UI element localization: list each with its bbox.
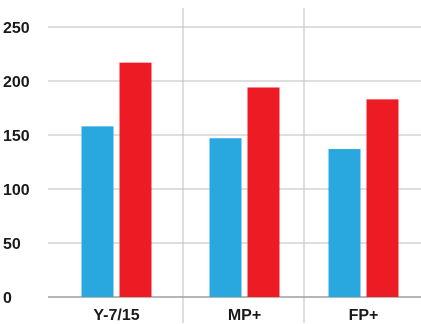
bar-series-1-y-7-15 bbox=[81, 126, 114, 297]
x-tick-label: MP+ bbox=[228, 307, 261, 324]
bar-series-2-fp- bbox=[366, 99, 399, 297]
bar-series-1-fp- bbox=[328, 149, 361, 297]
x-tick-label: FP+ bbox=[349, 307, 379, 324]
y-tick-label: 250 bbox=[3, 20, 30, 37]
y-tick-label: 200 bbox=[3, 74, 30, 91]
y-tick-label: 150 bbox=[3, 128, 30, 145]
y-tick-label: 50 bbox=[3, 236, 21, 253]
bar-series-2-mp- bbox=[247, 87, 280, 297]
y-tick-label: 100 bbox=[3, 182, 30, 199]
x-tick-label: Y-7/15 bbox=[93, 307, 139, 324]
y-tick-label: 0 bbox=[3, 290, 12, 307]
bar-series-2-y-7-15 bbox=[119, 62, 152, 297]
bar-series-1-mp- bbox=[209, 138, 242, 297]
